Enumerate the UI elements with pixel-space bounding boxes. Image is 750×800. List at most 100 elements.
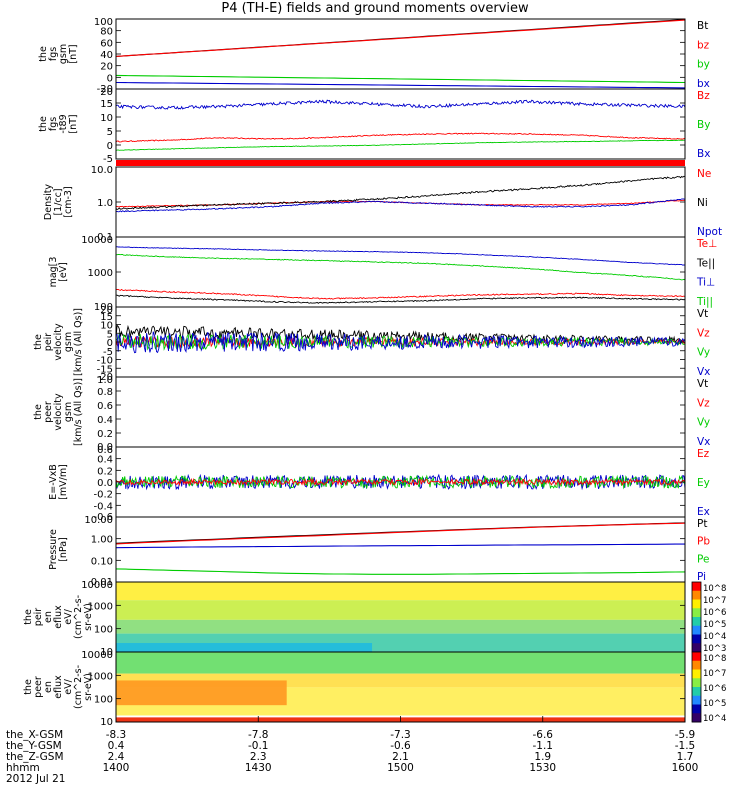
legend-electron_velocity-Vx: Vx <box>697 436 710 448</box>
legend-fgs_dsl-Bx: Bx <box>697 148 710 160</box>
y-tick-label: 0.2 <box>97 429 113 440</box>
legend-temperature-Ti⊥: Ti⊥ <box>696 277 715 289</box>
colorbar-tick-label: 10^4 <box>703 714 726 724</box>
colorbar-tick-label: 10^8 <box>703 584 726 594</box>
colorbar-segment <box>692 599 701 609</box>
panel-frame <box>115 376 686 448</box>
y-tick-label: 5 <box>107 329 113 340</box>
colorbar-segment <box>692 695 701 705</box>
y-tick-label: 0 <box>107 73 113 84</box>
legend-efield-Ex: Ex <box>697 506 710 518</box>
y-tick-label: 1.0 <box>97 198 113 209</box>
y-tick-label: 1000 <box>88 601 113 612</box>
y-tick-label: -5 <box>103 154 113 165</box>
colorbar-tick-label: 10^6 <box>703 684 726 694</box>
ephemeris-value: 2.3 <box>249 751 267 763</box>
y-axis-label-line: peir <box>33 608 44 627</box>
y-axis-label-line: gsm <box>63 332 74 352</box>
y-axis-label: Density [1/cc] [cm-3] <box>43 184 74 220</box>
y-tick-label: -5 <box>103 347 113 358</box>
y-tick-label: -20 <box>97 372 113 383</box>
y-axis-label: mag[3 [eV] <box>48 257 69 288</box>
y-axis-label-line: Density <box>43 184 54 220</box>
panel-efield: 0.60.40.20.0-0.2-0.4-0.6E=-VxB [mV/m]EzEy… <box>48 445 710 523</box>
ephemeris-value: 2.4 <box>107 751 125 763</box>
colorbar-tick-label: 10^4 <box>703 632 726 642</box>
panel-pressure: 10.00 1.00 0.10 0.01 Pressure [nPa] Pt Pb Pe Pi <box>48 515 710 588</box>
y-axis-label-line: velocity <box>53 323 64 361</box>
colorbar-tick-label: 10^5 <box>703 620 726 630</box>
y-axis-label-line: the <box>38 46 49 62</box>
y-tick-label: 0 <box>107 338 113 349</box>
panel-temperature: 10000 1000 100 mag[3 [eV] Te⊥ Te|| Ti⊥ Ti|| <box>48 235 717 313</box>
legend-ion_velocity-Vy: Vy <box>697 347 710 359</box>
ephemeris-value: 1500 <box>387 762 414 774</box>
y-tick-label: 0.01 <box>91 577 113 588</box>
y-axis-label-line: en <box>43 611 54 623</box>
colorbar-segment <box>692 678 701 688</box>
colorbar-segment <box>692 669 701 679</box>
y-tick-label: 1.00 <box>91 535 113 546</box>
y-tick-label: 10000 <box>81 235 113 246</box>
legend-temperature-Te⊥: Te⊥ <box>696 238 717 250</box>
y-axis-label-line: [km/s (All Qs)] <box>73 308 84 376</box>
y-axis-label-line: Pressure <box>48 529 59 570</box>
legend-ion_velocity-Vz: Vz <box>697 327 710 339</box>
colorbar-segment <box>692 643 701 653</box>
ephemeris-row-label: the_Z-GSM <box>6 751 64 763</box>
legend-fgs_dsl-Bz: Bz <box>697 90 710 102</box>
y-axis-label-line: [nPa] <box>58 537 69 562</box>
y-axis-label-line: [nT] <box>68 114 79 133</box>
colorbar-segment <box>692 687 701 697</box>
ephemeris-value: 0.4 <box>107 740 125 752</box>
ephemeris-table: the_X-GSM -8.3 -7.8 -7.3 -6.6 -5.9 the_Y-GSM 0.… <box>0 730 750 800</box>
spectrogram-band-0 <box>116 652 685 674</box>
y-tick-label: 0.6 <box>97 445 113 456</box>
spectrogram-band-4 <box>116 680 287 706</box>
ephemeris-value: -8.3 <box>105 729 127 741</box>
y-axis-label-line: fgs <box>48 47 59 61</box>
y-tick-label: 0.4 <box>97 415 113 426</box>
spectrogram-band-1 <box>116 600 685 620</box>
y-axis-label-line: sr-eV) <box>83 673 94 701</box>
ephemeris-value: 1400 <box>102 762 130 774</box>
y-axis-label-line: [km/s (All Qs)] <box>73 378 84 446</box>
legend-fgs-by: by <box>697 59 710 71</box>
colorbar-segment <box>692 704 701 714</box>
y-tick-label: 0.0 <box>97 478 113 489</box>
y-tick-label: 10000 <box>81 580 113 591</box>
ephemeris-row: the_Z-GSM 2.4 2.3 2.1 1.9 1.7 <box>0 752 750 763</box>
panel-separator-band <box>116 160 685 166</box>
y-tick-label: 0.6 <box>97 401 113 412</box>
y-axis-label-line: the <box>33 404 44 420</box>
plot-title: P4 (TH-E) fields and ground moments over… <box>221 1 529 16</box>
legend-electron_velocity-Vz: Vz <box>697 397 710 409</box>
colorbar-segment <box>692 625 701 635</box>
ephemeris-row-label: the_Y-GSM <box>6 740 62 752</box>
legend-density-Ni: Ni <box>697 197 708 209</box>
series-pressure-Pe <box>115 568 686 575</box>
spectrogram-band-0 <box>116 582 685 601</box>
y-axis-label-line: velocity <box>53 393 64 431</box>
ephemeris-value: -5.9 <box>674 729 696 741</box>
legend-efield-Ey: Ey <box>697 477 710 489</box>
y-axis-label-line: eV/ <box>63 608 74 624</box>
y-tick-label: 0 <box>107 141 113 152</box>
legend-ion_velocity-Vt: Vt <box>697 308 708 320</box>
y-tick-label: 10 <box>100 717 113 728</box>
y-tick-label: 15 <box>100 312 113 323</box>
y-tick-label: 100 <box>94 17 113 28</box>
colorbar-segment <box>692 608 701 618</box>
y-tick-label: 10.0 <box>91 165 113 176</box>
y-tick-label: 1000 <box>88 671 113 682</box>
y-axis-label-line: peir <box>43 333 54 352</box>
y-tick-label: -0.2 <box>93 490 113 501</box>
ephemeris-row-label: the_X-GSM <box>6 729 64 741</box>
series-temperature-Ti⊥ <box>115 246 686 266</box>
legend-density-Ne: Ne <box>697 168 711 180</box>
series-fgs_dsl-Bx <box>115 99 686 110</box>
